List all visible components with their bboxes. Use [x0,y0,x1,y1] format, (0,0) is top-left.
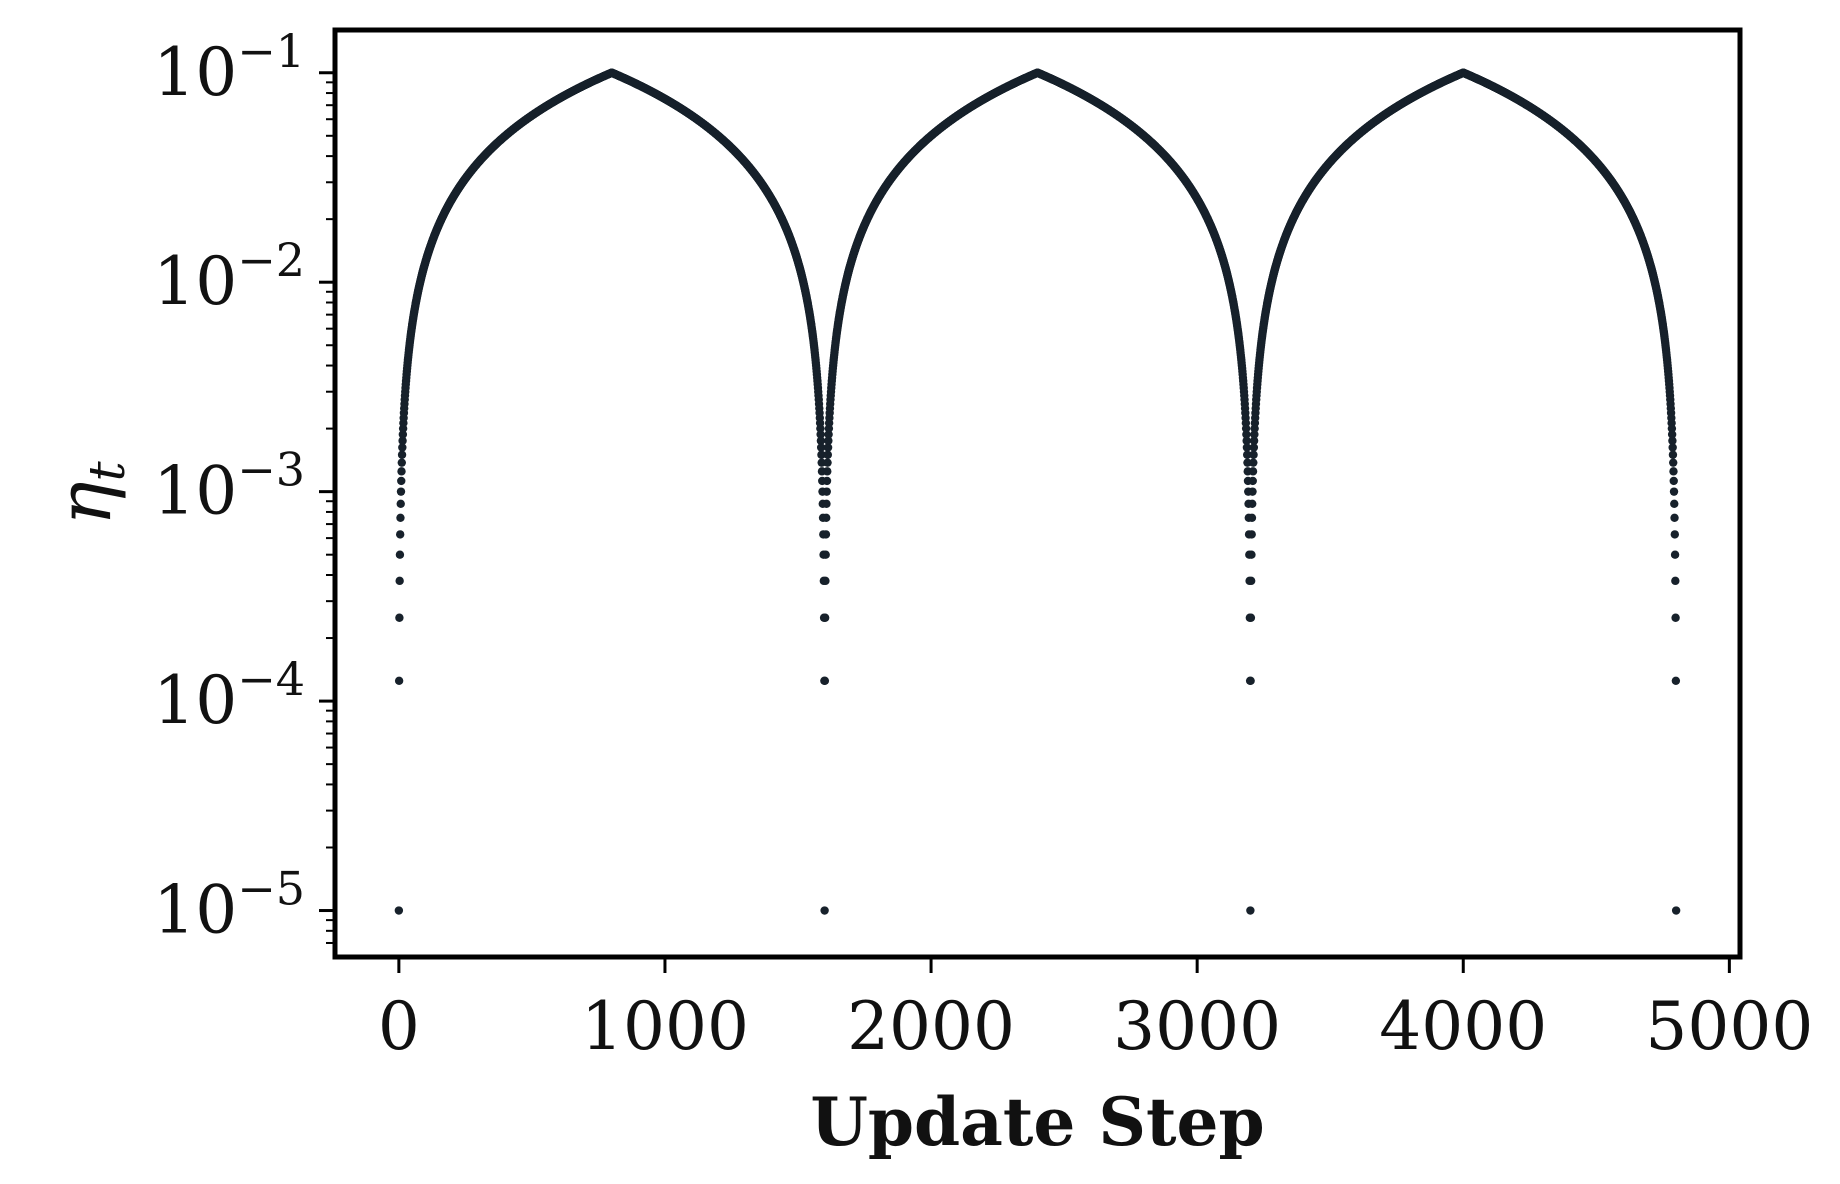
data-point [823,467,832,476]
data-point [1248,487,1257,496]
data-point [395,530,405,539]
data-point [821,550,830,559]
data-point [1670,513,1679,523]
data-point [398,436,407,445]
data-point [1669,467,1678,476]
data-point [1671,576,1680,586]
x-tick-label: 1000 [581,988,749,1065]
data-point [821,530,831,539]
data-point [823,458,832,467]
y-tick-label: 10−4 [153,652,305,739]
data-point [823,443,833,452]
y-axis-title-subscript: t [78,460,136,481]
data-point [1246,613,1256,622]
data-point [1248,476,1257,486]
data-point [1246,576,1256,586]
data-point [397,467,406,476]
data-point [397,450,407,459]
y-axis-title: ηt [42,460,136,525]
y-tick-label: 10−2 [153,233,305,320]
data-point [397,476,406,486]
data-point [396,513,405,523]
x-tick-label: 0 [378,988,420,1065]
data-point [1669,476,1678,486]
data-point [816,443,826,452]
x-tick-label: 2000 [847,988,1015,1065]
data-point [822,487,831,496]
data-point [1671,613,1680,622]
data-point [1249,450,1258,459]
data-point [1668,450,1678,459]
data-point [397,458,406,467]
data-point [396,487,406,496]
data-point [820,906,829,915]
data-point [395,550,405,559]
data-point [820,613,830,622]
data-point [394,676,404,685]
data-point [1248,467,1258,476]
data-point [1669,458,1678,467]
y-axis-title-base: η [42,481,128,525]
data-point [1248,499,1257,508]
data-point [817,458,826,467]
data-point [822,476,832,486]
data-point [395,576,404,586]
data-point [1247,550,1256,559]
data-point [396,499,405,508]
data-point [816,430,825,439]
data-point [398,443,407,452]
data-point [821,576,830,586]
data-point [822,499,831,508]
x-axis-title: Update Step [810,1083,1264,1161]
x-tick-label: 5000 [1645,988,1813,1065]
data-point [1671,676,1681,685]
data-point [822,513,831,523]
data-point [824,436,833,445]
data-points [394,68,1681,915]
data-point [816,436,826,445]
data-point [1249,458,1258,467]
data-point [1246,906,1255,915]
data-point [1670,530,1680,539]
y-tick-label: 10−5 [153,862,305,949]
plot-frame [332,27,1743,960]
data-point [395,613,404,622]
data-point [823,450,833,459]
data-point [394,906,404,915]
data-point [1668,443,1677,452]
data-point [1670,550,1680,559]
data-point [817,450,826,459]
data-point [820,676,830,685]
data-point [1669,487,1679,496]
x-tick-label: 3000 [1113,988,1281,1065]
y-tick-label: 10−3 [153,443,305,530]
data-point [1247,530,1256,539]
y-tick-label: 10−1 [153,24,305,111]
data-point [1671,906,1681,915]
data-point [1246,676,1255,685]
x-tick-label: 4000 [1379,988,1547,1065]
data-point [1670,499,1679,508]
data-point [1247,513,1257,523]
